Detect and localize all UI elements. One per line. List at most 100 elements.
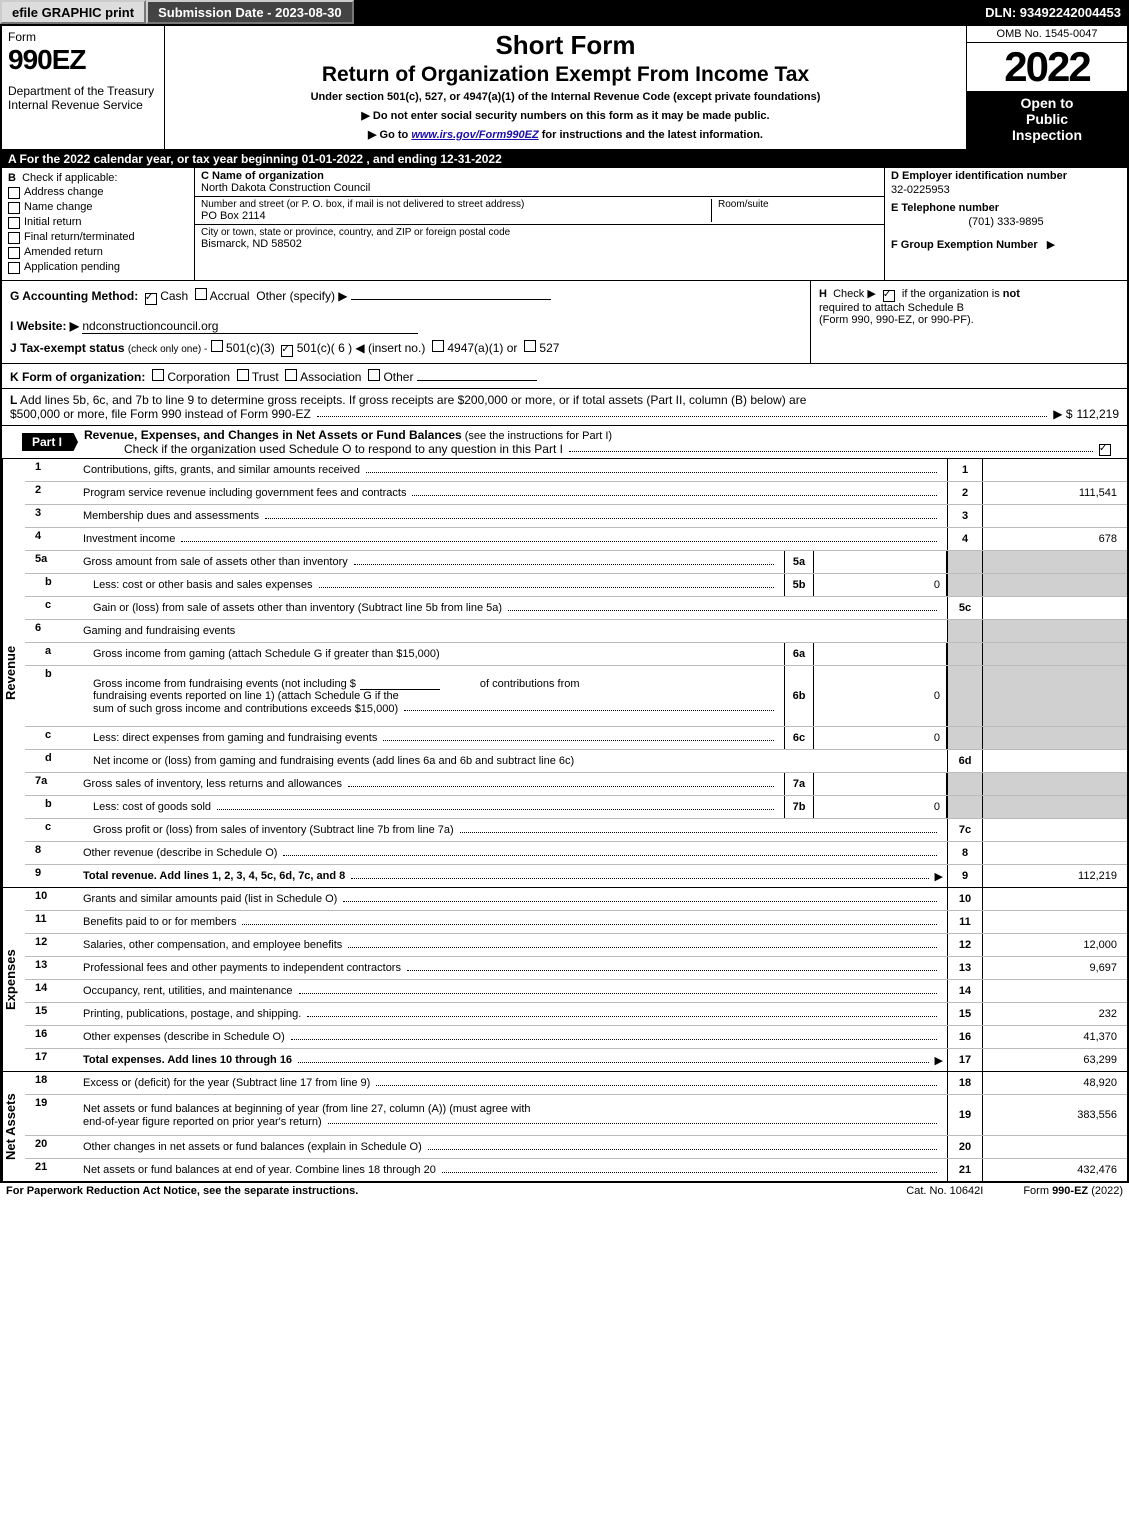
line-6c-mid: 6c [784,727,814,749]
line-5b-mid: 5b [784,574,814,596]
line-6b-val [983,666,1127,726]
expenses-section: Expenses 10 Grants and similar amounts p… [2,888,1127,1072]
cb-schedule-o[interactable] [1099,444,1111,456]
line-7a: 7a Gross sales of inventory, less return… [25,772,1127,795]
room-label: Room/suite [718,199,878,210]
line-9-desc: Total revenue. Add lines 1, 2, 3, 4, 5c,… [83,870,345,882]
line-12-val: 12,000 [983,934,1127,956]
cb-address-change[interactable]: Address change [8,186,188,199]
line-2-desc: Program service revenue including govern… [83,487,406,499]
b-label: B [8,172,16,184]
j-label: J Tax-exempt status [10,341,125,355]
arrow-icon-17: ▶ [935,1054,943,1067]
bullet-2: ▶ Go to www.irs.gov/Form990EZ for instru… [173,128,958,141]
line-6c-val [983,727,1127,749]
line-21-val: 432,476 [983,1159,1127,1181]
cb-501c[interactable] [281,345,293,357]
line-6d-rnum: 6d [947,750,983,772]
footer-right-pre: Form [1023,1185,1052,1197]
line-11-val [983,911,1127,933]
k-label: K Form of organization: [10,370,145,384]
header-center: Short Form Return of Organization Exempt… [165,26,966,149]
line-6a-mid: 6a [784,643,814,665]
line-19-num: 19 [25,1095,79,1135]
line-13-desc: Professional fees and other payments to … [83,962,401,974]
line-17-desc: Total expenses. Add lines 10 through 16 [83,1054,292,1066]
b-check-if: Check if applicable: [22,172,117,184]
line-7c-rnum: 7c [947,819,983,841]
line-17-rnum: 17 [947,1049,983,1071]
open-line3: Inspection [969,127,1125,143]
cb-4947[interactable] [432,340,444,352]
line-17-num: 17 [25,1049,79,1071]
line-5b: b Less: cost or other basis and sales ex… [25,573,1127,596]
line-11-num: 11 [25,911,79,933]
cb-cash[interactable] [145,293,157,305]
row-k: K Form of organization: Corporation Trus… [2,364,1127,389]
irs-link[interactable]: www.irs.gov/Form990EZ [411,129,538,141]
cb-h[interactable] [883,290,895,302]
cb-corp[interactable] [152,369,164,381]
line-3-val [983,505,1127,527]
org-name: North Dakota Construction Council [201,182,878,194]
line-7b-midval: 0 [814,796,947,818]
other-label: Other (specify) ▶ [256,289,347,303]
cb-527[interactable] [524,340,536,352]
line-1: 1 Contributions, gifts, grants, and simi… [25,459,1127,481]
line-6b-d3: sum of such gross income and contributio… [93,703,398,715]
cb-other-org[interactable] [368,369,380,381]
i-label: I Website: ▶ [10,319,79,333]
l-value: 112,219 [1077,407,1120,421]
line-13-num: 13 [25,957,79,979]
efile-print-button[interactable]: efile GRAPHIC print [0,0,146,24]
line-7a-rnum [947,773,983,795]
cb-application-pending[interactable]: Application pending [8,261,188,274]
other-specify-field[interactable] [351,299,551,300]
cb-final-return[interactable]: Final return/terminated [8,231,188,244]
cb-amended-return[interactable]: Amended return [8,246,188,259]
cb-accrual[interactable] [195,288,207,300]
line-10-desc: Grants and similar amounts paid (list in… [83,893,337,905]
line-10-num: 10 [25,888,79,910]
form-number: 990EZ [8,44,158,76]
line-7b-val [983,796,1127,818]
line-6b-d2: fundraising events reported on line 1) (… [93,690,399,702]
line-18-num: 18 [25,1072,79,1094]
arrow-icon: ▶ [935,870,943,883]
netassets-section: Net Assets 18 Excess or (deficit) for th… [2,1072,1127,1181]
opt-501c: 501(c)( 6 ) ◀ (insert no.) [297,341,426,355]
f-arrow-icon: ▶ [1047,239,1055,251]
other-org-field[interactable] [417,380,537,381]
line-7c: c Gross profit or (loss) from sales of i… [25,818,1127,841]
line-15-val: 232 [983,1003,1127,1025]
line-5c-val [983,597,1127,619]
line-1-val [983,459,1127,481]
line-6c-midval: 0 [814,727,947,749]
cb-initial-return[interactable]: Initial return [8,216,188,229]
cb-name-change[interactable]: Name change [8,201,188,214]
cb-final-return-label: Final return/terminated [24,231,135,243]
line-6b: b Gross income from fundraising events (… [25,665,1127,726]
line-2-rnum: 2 [947,482,983,504]
section-c: C Name of organization North Dakota Cons… [195,168,884,280]
form-container: Form 990EZ Department of the Treasury In… [0,24,1129,1183]
revenue-lines: 1 Contributions, gifts, grants, and simi… [25,459,1127,887]
short-form-title: Short Form [173,30,958,61]
line-6b-rnum [947,666,983,726]
org-address: PO Box 2114 [201,210,711,222]
row-gh: G Accounting Method: Cash Accrual Other … [2,281,1127,364]
cb-assoc[interactable] [285,369,297,381]
line-3-rnum: 3 [947,505,983,527]
row-l: L Add lines 5b, 6c, and 7b to line 9 to … [2,389,1127,426]
cb-trust[interactable] [237,369,249,381]
line-16: 16 Other expenses (describe in Schedule … [25,1025,1127,1048]
line-7a-desc: Gross sales of inventory, less returns a… [83,778,342,790]
dln-label: DLN: 93492242004453 [977,0,1129,24]
dept-label: Department of the Treasury [8,84,158,98]
bullet-2-post: for instructions and the latest informat… [539,129,763,141]
org-city: Bismarck, ND 58502 [201,238,878,250]
row-a-tax-year: A For the 2022 calendar year, or tax yea… [2,150,1127,168]
line-14-desc: Occupancy, rent, utilities, and maintena… [83,985,293,997]
line-5a-rnum [947,551,983,573]
cb-501c3[interactable] [211,340,223,352]
